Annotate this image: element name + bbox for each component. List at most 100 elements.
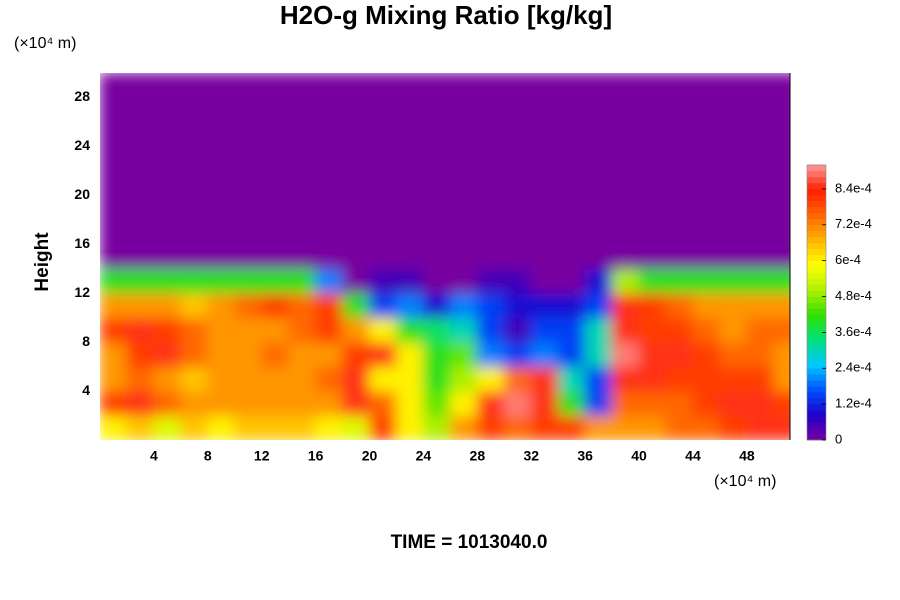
field-cell [100,219,128,245]
y-axis-label: Height [32,232,53,292]
field-cell [476,73,505,98]
field-cell [746,268,775,294]
field-cell [638,317,667,343]
field-cell [476,121,505,147]
field-cell [584,268,613,294]
field-cell [773,390,790,417]
field-cell [100,96,128,123]
field-cell [100,317,128,343]
field-cell [773,96,790,123]
colorbar-swatch [807,266,826,273]
field-cell [746,194,775,221]
field-cell [315,292,344,319]
field-cell [395,390,424,417]
field-cell [422,145,451,172]
colorbar-tick-label: 7.2e-4 [835,216,872,231]
field-cell [207,243,236,270]
field-cell [449,170,478,196]
colorbar-tick-label: 1.2e-4 [835,396,872,411]
field-cell [638,268,667,294]
field-cell [261,170,290,196]
field-cell [638,366,667,392]
field-cell [315,121,344,147]
colorbar-frame [806,164,827,441]
field-cell [584,243,613,270]
field-cell [261,73,290,98]
field-cell [261,121,290,147]
field-cell [611,390,640,417]
field-cell [369,121,397,147]
field-cell [180,194,209,221]
field-cell [557,170,586,196]
field-cell [422,292,451,319]
field-cell [180,292,209,319]
field-cell [557,121,586,147]
field-cell [449,268,478,294]
field-cell [153,341,182,368]
field-cell [153,121,182,147]
colorbar-swatch [807,308,826,315]
field-cell [638,96,667,123]
field-cell [665,317,694,343]
field-cell [746,243,775,270]
field-cell [288,194,317,221]
field-cell [746,390,775,417]
x-tick-label: 32 [523,448,539,464]
field-cell [153,73,182,98]
field-cell [746,96,775,123]
field-cell [315,194,344,221]
y-tick-label: 4 [82,382,90,398]
field-cell [557,219,586,245]
field-cell [315,73,344,98]
colorbar-swatch [807,397,826,405]
field-cell [207,96,236,123]
x-tick-label: 24 [416,448,432,464]
field-cell [638,145,667,172]
field-cell [449,390,478,417]
colorbar-swatch [807,200,826,208]
x-tick-label: 40 [631,448,647,464]
field-cell [692,268,721,294]
field-cell [395,415,424,440]
field-cell [100,73,128,98]
field-cell [207,145,236,172]
field-cell [692,415,721,440]
field-cell [476,268,505,294]
field-cell [288,219,317,245]
field-cell [692,317,721,343]
field-cell [530,73,559,98]
y-tick-label: 12 [74,284,90,300]
colorbar-swatch [807,415,826,423]
field-cell [611,243,640,270]
field-cell [395,366,424,392]
field-cell [234,219,263,245]
field-cell [395,268,424,294]
colorbar-swatch [807,224,826,232]
field-cell [234,73,263,98]
field-cell [207,341,236,368]
field-cell [422,243,451,270]
field-cell [369,292,397,319]
field-cell [288,96,317,123]
field-cell [719,390,748,417]
field-cell [288,243,317,270]
colorbar-swatch [807,332,826,339]
field-cell [746,170,775,196]
field-cell [126,341,155,368]
field-cell [342,145,371,172]
field-cell [611,366,640,392]
field-cell [100,268,128,294]
field-cell [530,341,559,368]
y-tick-label: 16 [74,235,90,251]
field-cell [719,292,748,319]
field-cell [449,145,478,172]
field-cell [234,341,263,368]
colorbar-swatch [807,272,826,279]
field-cell [476,366,505,392]
field-cell [476,194,505,221]
field-cell [503,145,532,172]
field-cell [315,366,344,392]
field-cell [665,292,694,319]
field-cell [692,96,721,123]
colorbar-swatch [807,176,826,184]
